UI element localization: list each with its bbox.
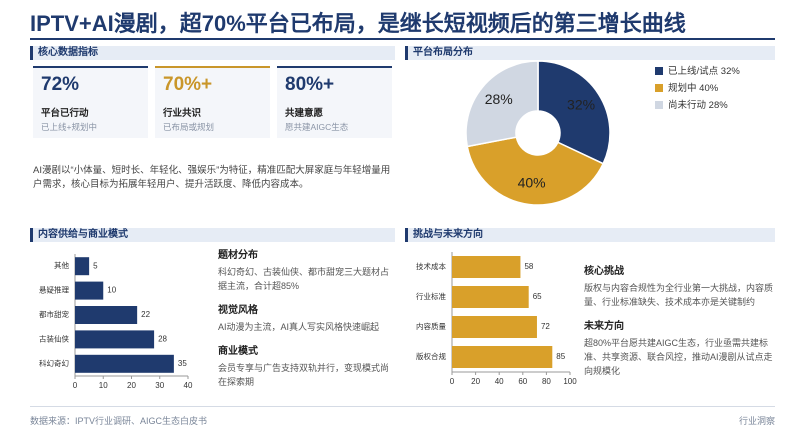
kpi-sublabel: 已上线+规划中 <box>41 122 97 132</box>
kpi-sublabel: 已布局或规划 <box>163 122 215 132</box>
value-label: 35 <box>178 359 187 368</box>
value-label: 22 <box>141 310 150 319</box>
bar <box>75 354 174 373</box>
x-tick-label: 40 <box>184 381 193 390</box>
y-tick-label: 内容质量 <box>416 321 446 331</box>
kpi-label: 平台已行动 <box>41 108 89 119</box>
x-tick-label: 80 <box>542 377 551 386</box>
note-heading: 未来方向 <box>584 321 624 332</box>
value-label: 85 <box>556 352 565 361</box>
pie-slice <box>466 136 605 206</box>
footer-source: 数据来源：IPTV行业调研、AIGC生态白皮书 <box>30 416 208 426</box>
x-tick-label: 30 <box>155 381 164 390</box>
section-header: 内容供给与商业模式 <box>30 228 395 242</box>
kpi-card: 70%+ 行业共识已布局或规划 <box>155 66 270 138</box>
kpi-card: 72% 平台已行动已上线+规划中 <box>33 66 148 138</box>
legend-entry: 规划中 40% <box>668 82 719 94</box>
value-label: 5 <box>93 261 98 270</box>
legend-name: 规划中 <box>668 82 697 94</box>
value-label: 65 <box>533 292 542 301</box>
section-header: 平台布局分布 <box>405 46 775 60</box>
footer-brand: 行业洞察 <box>738 416 775 426</box>
kpi-value: 72% <box>41 74 80 95</box>
footer-rule <box>30 406 775 407</box>
value-label: 72 <box>541 322 550 331</box>
bar <box>452 316 537 338</box>
bar <box>452 286 529 308</box>
slice-label: 28% <box>485 91 513 107</box>
slice-label: 32% <box>567 96 595 112</box>
legend-entry: 尚未行动 28% <box>668 99 728 111</box>
slice-label: 40% <box>518 174 546 190</box>
note-text: AI动漫为主流，AI真人写实风格快速崛起 <box>218 322 380 332</box>
note-heading: 题材分布 <box>218 250 258 261</box>
y-tick-label: 技术成本 <box>416 261 446 271</box>
legend-entry: 已上线/试点 32% <box>668 65 740 77</box>
x-tick-label: 0 <box>450 377 455 386</box>
bar <box>75 306 138 324</box>
value-label: 10 <box>107 286 116 295</box>
x-tick-label: 40 <box>495 377 504 386</box>
y-tick-label: 科幻奇幻 <box>39 358 69 368</box>
note-heading: 视觉风格 <box>218 305 258 316</box>
challenge-notes: 核心挑战版权与内容合规性为全行业第一大挑战，内容质量、行业标准缺失、技术成本亦是… <box>584 262 774 386</box>
legend-value: 28% <box>709 100 729 111</box>
pie-slice <box>537 60 611 165</box>
legend-swatch <box>655 84 663 92</box>
x-tick-label: 20 <box>471 377 480 386</box>
x-tick-label: 10 <box>99 381 108 390</box>
value-label: 58 <box>524 262 533 271</box>
legend-swatch <box>655 101 663 109</box>
note-text: 会员专享与广告支持双轨并行，变现模式尚在探索期 <box>218 363 390 387</box>
y-tick-label: 行业标准 <box>416 291 446 301</box>
kpi-value: 70%+ <box>163 74 213 95</box>
note-heading: 商业模式 <box>218 346 258 357</box>
note-heading: 核心挑战 <box>584 266 624 277</box>
bar <box>452 256 521 278</box>
y-tick-label: 古装仙侠 <box>39 333 69 343</box>
pie-slice <box>465 60 539 148</box>
y-tick-label: 版权合规 <box>416 351 446 361</box>
title-rule <box>30 38 775 40</box>
bar <box>452 346 553 368</box>
y-tick-label: 悬疑推理 <box>39 285 69 295</box>
legend-value: 40% <box>699 83 719 94</box>
x-tick-label: 60 <box>518 377 527 386</box>
kpi-label: 共建意愿 <box>285 108 324 119</box>
section-header: 核心数据指标 <box>30 46 395 60</box>
legend-swatch <box>655 67 663 75</box>
legend-name: 尚未行动 <box>668 99 706 111</box>
summary: AI漫剧以“小体量、短时长、年轻化、强娱乐”为特征，精准匹配大屏家庭与年轻增量用… <box>33 165 391 190</box>
kpi-label: 行业共识 <box>163 108 202 119</box>
y-tick-label: 其他 <box>54 260 69 270</box>
section-header: 挑战与未来方向 <box>405 228 775 242</box>
legend-name: 已上线/试点 <box>668 65 719 77</box>
value-label: 28 <box>158 335 167 344</box>
note-text: 科幻奇幻、古装仙侠、都市甜宠三大题材占据主流，合计超85% <box>218 267 390 291</box>
note-text: 版权与内容合规性为全行业第一大挑战，内容质量、行业标准缺失、技术成本亦是关键制约 <box>584 283 774 307</box>
x-tick-label: 0 <box>73 381 78 390</box>
kpi-value: 80%+ <box>285 74 335 95</box>
kpi-card: 80%+ 共建意愿愿共建AIGC生态 <box>277 66 392 138</box>
legend-value: 32% <box>721 66 741 77</box>
content-notes: 题材分布科幻奇幻、古装仙侠、都市甜宠三大题材占据主流，合计超85% 视觉风格 AI动… <box>218 246 393 397</box>
bar <box>75 257 90 276</box>
bar <box>75 330 155 349</box>
note-text: 超80%平台愿共建AIGC生态，行业亟需共建标准、共享资源、联合风控，推动AI漫… <box>584 338 773 376</box>
page-title: IPTV+AI漫剧，超70%平台已布局，是继长短视频后的第三增长曲线 <box>30 11 686 36</box>
x-tick-label: 100 <box>563 377 577 386</box>
kpi-sublabel: 愿共建AIGC生态 <box>285 122 349 132</box>
y-tick-label: 都市甜宠 <box>39 309 69 319</box>
bar <box>75 281 104 300</box>
x-tick-label: 20 <box>127 381 136 390</box>
